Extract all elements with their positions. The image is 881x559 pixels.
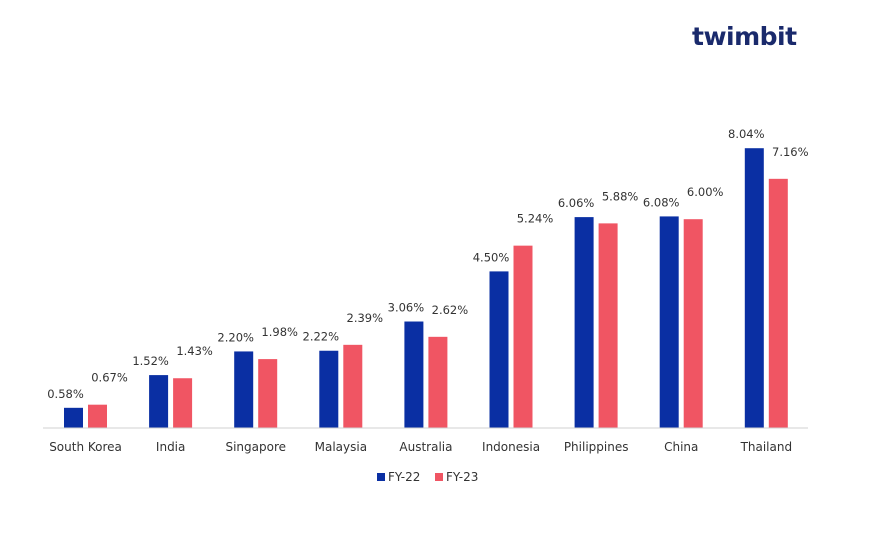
value-label-fy-22-indonesia: 4.50% [473, 250, 510, 264]
category-label-malaysia: Malaysia [315, 440, 367, 454]
bar-fy-23-singapore [258, 359, 278, 428]
value-labels-layer: 0.58% 0.67% 1.52% 1.43% 2.20% 1.98% 2.22% 2.39%… [47, 127, 808, 401]
category-label-australia: Australia [399, 440, 452, 454]
bar-fy-23-malaysia [343, 344, 363, 428]
value-label-fy-22-china: 6.08% [643, 195, 680, 209]
value-label-fy-23-australia: 2.62% [432, 303, 469, 317]
value-label-fy-22-india: 1.52% [132, 354, 169, 368]
legend-label-fy-22: FY-22 [388, 470, 420, 484]
bar-fy-22-china [659, 216, 679, 428]
bar-fy-22-indonesia [489, 271, 509, 428]
value-label-fy-22-singapore: 2.20% [217, 330, 254, 344]
value-label-fy-22-thailand: 8.04% [728, 127, 765, 141]
bar-fy-23-india [173, 378, 193, 428]
legend: FY-22 FY-23 [377, 470, 478, 484]
legend-swatch-fy-22 [377, 473, 385, 481]
legend-label-fy-23: FY-23 [446, 470, 478, 484]
bar-fy-22-india [149, 375, 169, 428]
category-labels-layer: South Korea India Singapore Malaysia Austral… [49, 440, 792, 454]
category-label-south-korea: South Korea [49, 440, 122, 454]
value-label-fy-23-indonesia: 5.24% [517, 212, 554, 226]
bar-fy-22-australia [404, 321, 424, 428]
category-label-singapore: Singapore [225, 440, 286, 454]
value-label-fy-23-thailand: 7.16% [772, 145, 809, 159]
bar-fy-23-south-korea [88, 404, 107, 428]
bar-fy-23-australia [428, 336, 448, 428]
bars-layer [64, 148, 788, 428]
bar-fy-22-singapore [234, 351, 254, 428]
value-label-fy-23-malaysia: 2.39% [347, 311, 384, 325]
bar-fy-22-malaysia [319, 350, 339, 428]
value-label-fy-22-south-korea: 0.58% [47, 387, 84, 401]
bar-fy-23-philippines [598, 223, 618, 428]
value-label-fy-22-philippines: 6.06% [558, 196, 595, 210]
bar-fy-22-thailand [744, 148, 764, 428]
bar-fy-23-thailand [768, 178, 788, 428]
category-label-philippines: Philippines [564, 440, 629, 454]
value-label-fy-22-malaysia: 2.22% [303, 330, 340, 344]
value-label-fy-23-south-korea: 0.67% [91, 371, 128, 385]
legend-swatch-fy-23 [435, 473, 443, 481]
bar-fy-23-china [683, 219, 703, 428]
value-label-fy-23-india: 1.43% [176, 344, 213, 358]
bar-fy-23-indonesia [513, 245, 533, 428]
bar-fy-22-south-korea [64, 407, 83, 428]
category-label-indonesia: Indonesia [482, 440, 540, 454]
category-label-thailand: Thailand [740, 440, 793, 454]
value-label-fy-23-philippines: 5.88% [602, 189, 639, 203]
twimbit-logo: twimbit [692, 22, 797, 51]
value-label-fy-23-china: 6.00% [687, 185, 724, 199]
bar-fy-22-philippines [574, 217, 594, 428]
category-label-india: India [156, 440, 185, 454]
category-label-china: China [664, 440, 698, 454]
value-label-fy-23-singapore: 1.98% [261, 325, 298, 339]
value-label-fy-22-australia: 3.06% [388, 301, 425, 315]
